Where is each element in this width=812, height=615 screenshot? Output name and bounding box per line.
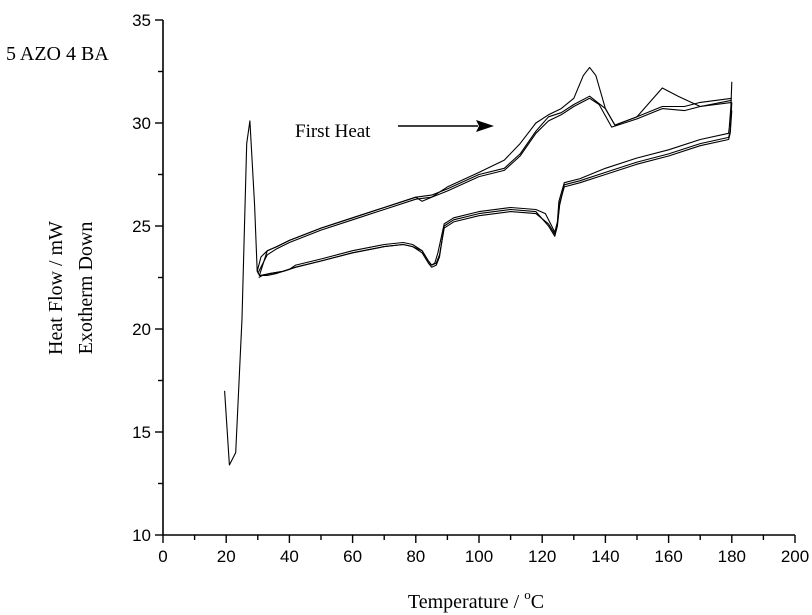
x-axis-label: Temperature / oC: [408, 587, 544, 613]
y-tick-label: 15: [132, 423, 151, 442]
sample-label: 5 AZO 4 BA: [6, 43, 109, 65]
dsc-trace-6: [259, 110, 733, 276]
x-axis-label-main: Temperature /: [408, 591, 524, 613]
y-axis-label: Heat Flow / mW: [45, 221, 67, 355]
x-tick-label: 80: [406, 547, 425, 566]
dsc-trace-3: [257, 97, 732, 274]
x-tick-label: 120: [528, 547, 556, 566]
y-axis-label-line1: Heat Flow / mW: [45, 221, 67, 355]
y-tick-label: 20: [132, 320, 151, 339]
x-tick-label: 0: [158, 547, 167, 566]
y-tick-label: 35: [132, 11, 151, 30]
x-tick-label: 40: [280, 547, 299, 566]
dsc-trace-2: [256, 95, 732, 272]
x-axis-label-unit: C: [531, 591, 544, 613]
first-heat-annotation: First Heat: [295, 121, 371, 142]
annotation-arrow-head: [476, 120, 494, 132]
dsc-trace-4: [258, 81, 733, 278]
y-tick-label: 25: [132, 217, 151, 236]
y-tick-labels: 10 15 20 25 30 35: [132, 11, 151, 545]
dsc-traces: [224, 66, 733, 466]
x-tick-label: 200: [781, 547, 809, 566]
x-tick-label: 160: [654, 547, 682, 566]
x-tick-label: 180: [718, 547, 746, 566]
x-tick-label: 140: [591, 547, 619, 566]
axis-ticks: [155, 19, 796, 543]
x-axis-label-degree: o: [524, 587, 531, 602]
y-axis-label-2: Exotherm Down: [75, 222, 97, 355]
x-tick-labels: 0 20 40 60 80 100 120 140 160 180 200: [158, 547, 809, 566]
x-tick-label: 100: [465, 547, 493, 566]
x-tick-label: 60: [343, 547, 362, 566]
y-tick-label: 30: [132, 114, 151, 133]
y-tick-label: 10: [132, 526, 151, 545]
y-axis-label-line2: Exotherm Down: [75, 222, 97, 355]
x-tick-label: 20: [217, 547, 236, 566]
